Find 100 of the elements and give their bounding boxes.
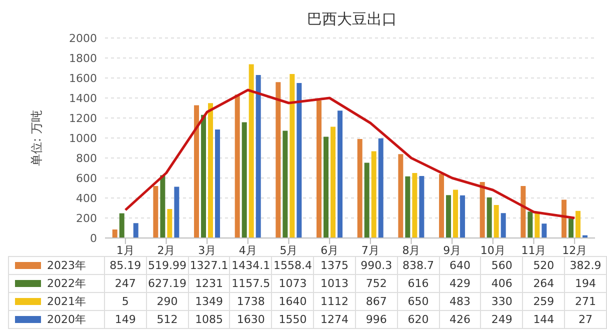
bar bbox=[153, 186, 158, 238]
data-label: 1073 bbox=[272, 274, 314, 292]
x-tick-label: 9月 bbox=[443, 244, 462, 257]
bar bbox=[208, 103, 214, 238]
bar bbox=[378, 138, 384, 238]
bar bbox=[215, 130, 220, 238]
bar bbox=[324, 136, 329, 238]
legend-label: 2022年 bbox=[8, 274, 104, 292]
data-label: 620 bbox=[397, 310, 440, 328]
y-tick-label: 400 bbox=[76, 192, 97, 205]
bar bbox=[282, 130, 288, 238]
data-label: 627.19 bbox=[146, 274, 188, 292]
data-label: 5 bbox=[104, 292, 146, 310]
x-tick-label: 11月 bbox=[521, 244, 546, 257]
data-label: 406 bbox=[480, 274, 523, 292]
bar bbox=[398, 154, 404, 238]
data-label: 1550 bbox=[272, 310, 314, 328]
y-tick-label: 600 bbox=[76, 172, 97, 185]
bar bbox=[242, 122, 247, 238]
y-tick-label: 800 bbox=[76, 152, 97, 165]
data-label: 429 bbox=[439, 274, 481, 292]
y-tick-label: 200 bbox=[76, 212, 97, 225]
bar bbox=[500, 213, 506, 238]
y-tick-label: 1200 bbox=[69, 112, 97, 125]
bar bbox=[439, 174, 444, 238]
data-label: 247 bbox=[104, 274, 146, 292]
data-label: 85.19 bbox=[104, 256, 146, 274]
y-axis-title: 单位: 万吨 bbox=[29, 110, 44, 166]
bar bbox=[276, 82, 281, 238]
data-label: 382.9 bbox=[564, 256, 606, 274]
data-label: 144 bbox=[522, 310, 565, 328]
x-tick-label: 2月 bbox=[157, 244, 176, 257]
data-label: 990.3 bbox=[355, 256, 398, 274]
x-tick-label: 1月 bbox=[116, 244, 134, 257]
bar bbox=[174, 186, 180, 238]
bar bbox=[453, 190, 458, 238]
data-label: 560 bbox=[480, 256, 523, 274]
bar bbox=[528, 212, 533, 238]
bar bbox=[357, 138, 362, 238]
y-tick-label: 2000 bbox=[69, 32, 97, 45]
data-label: 640 bbox=[439, 256, 481, 274]
bar bbox=[576, 210, 581, 238]
bar bbox=[520, 186, 526, 238]
y-tick-label: 1400 bbox=[69, 92, 97, 105]
bar bbox=[542, 224, 547, 238]
data-label: 1274 bbox=[314, 310, 356, 328]
bar bbox=[296, 83, 302, 238]
data-label: 249 bbox=[480, 310, 523, 328]
x-tick-label: 10月 bbox=[480, 244, 506, 257]
data-label: 330 bbox=[480, 292, 523, 310]
data-label: 1640 bbox=[272, 292, 314, 310]
data-label: 512 bbox=[146, 310, 188, 328]
bar bbox=[248, 64, 254, 238]
data-label: 520 bbox=[522, 256, 565, 274]
bar bbox=[234, 94, 240, 238]
y-tick-label: 1600 bbox=[69, 72, 97, 85]
x-tick-label: 3月 bbox=[198, 244, 216, 257]
line-series bbox=[124, 88, 576, 220]
data-label: 259 bbox=[522, 292, 565, 310]
data-label: 194 bbox=[564, 274, 606, 292]
legend-label: 2021年 bbox=[8, 292, 104, 310]
x-tick-label: 7月 bbox=[361, 244, 380, 257]
bar bbox=[460, 195, 466, 238]
data-label: 1558.4 bbox=[272, 256, 314, 274]
bar bbox=[256, 75, 261, 238]
bar bbox=[562, 200, 567, 238]
data-label: 483 bbox=[439, 292, 481, 310]
data-label: 27 bbox=[564, 310, 606, 328]
data-label: 650 bbox=[397, 292, 440, 310]
data-label: 1231 bbox=[188, 274, 230, 292]
x-tick-label: 5月 bbox=[280, 244, 298, 257]
bar bbox=[364, 162, 370, 238]
data-label: 1157.5 bbox=[230, 274, 272, 292]
bar bbox=[201, 114, 206, 238]
x-tick-label: 4月 bbox=[238, 244, 257, 257]
bar bbox=[405, 176, 410, 238]
data-label: 1327.1 bbox=[188, 256, 230, 274]
data-label: 1349 bbox=[188, 292, 230, 310]
legend-label: 2023年 bbox=[8, 256, 104, 274]
bar bbox=[316, 100, 322, 238]
data-label: 838.7 bbox=[397, 256, 440, 274]
x-tick-label: 8月 bbox=[402, 244, 420, 257]
bar bbox=[568, 218, 574, 238]
data-label: 752 bbox=[355, 274, 398, 292]
y-tick-label: 1800 bbox=[69, 52, 97, 65]
data-label: 867 bbox=[355, 292, 398, 310]
data-label: 264 bbox=[522, 274, 565, 292]
data-label: 616 bbox=[397, 274, 440, 292]
data-label: 996 bbox=[355, 310, 398, 328]
data-label: 1375 bbox=[314, 256, 356, 274]
bar bbox=[486, 197, 492, 238]
data-label: 149 bbox=[104, 310, 146, 328]
bar bbox=[194, 105, 200, 238]
legend-label: 2020年 bbox=[8, 310, 104, 328]
data-label: 1013 bbox=[314, 274, 356, 292]
data-label: 1112 bbox=[314, 292, 356, 310]
data-label: 1085 bbox=[188, 310, 230, 328]
bar bbox=[419, 176, 424, 238]
bar bbox=[112, 229, 118, 238]
data-label: 271 bbox=[564, 292, 606, 310]
